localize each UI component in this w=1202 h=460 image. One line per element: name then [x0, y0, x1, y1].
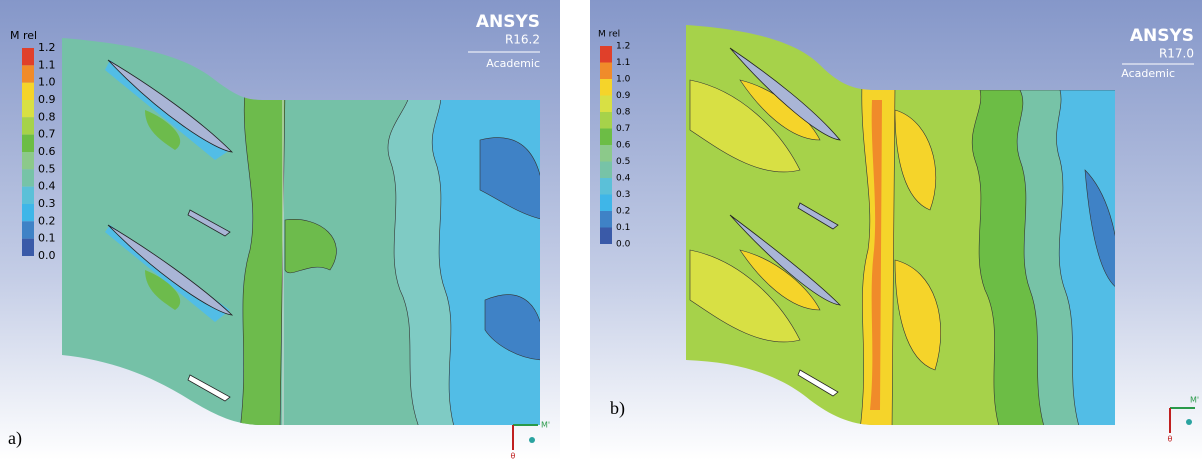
- legend-swatch: [600, 178, 612, 195]
- panel-label: b): [610, 398, 625, 419]
- legend-swatch: [600, 228, 612, 245]
- legend-swatch: [22, 187, 34, 204]
- legend-swatch: [600, 129, 612, 146]
- legend-tick-label: 0.4: [38, 180, 56, 193]
- legend-tick-label: 1.0: [38, 76, 56, 89]
- legend-tick-label: 0.9: [616, 91, 631, 101]
- legend-tick-label: 0.9: [38, 93, 56, 106]
- legend-tick-label: 1.2: [38, 41, 56, 54]
- legend-swatch: [22, 117, 34, 134]
- legend-swatch: [600, 96, 612, 113]
- legend-swatch: [600, 162, 612, 179]
- legend-tick-label: 0.0: [38, 249, 56, 262]
- legend-swatch: [600, 211, 612, 228]
- legend-swatch: [600, 79, 612, 96]
- legend-tick-label: 0.1: [38, 232, 56, 245]
- edition: Academic: [486, 57, 540, 70]
- legend-title: M rel: [598, 30, 620, 40]
- version: R16.2: [505, 33, 540, 47]
- panel-label: a): [8, 428, 22, 449]
- legend-tick-label: 1.0: [616, 75, 631, 85]
- axis-label: M': [541, 421, 550, 430]
- legend-tick-label: 0.3: [616, 190, 630, 200]
- legend-tick-label: 0.6: [38, 145, 56, 158]
- figure: M rel1.21.11.00.90.80.70.60.50.40.30.20.…: [0, 0, 1202, 460]
- legend-tick-label: 0.6: [616, 141, 631, 151]
- legend-tick-label: 0.5: [616, 157, 630, 167]
- logo: ANSYS: [1130, 26, 1194, 46]
- axis-label: M': [1190, 396, 1199, 405]
- legend-swatch: [600, 145, 612, 162]
- legend-swatch: [22, 100, 34, 117]
- legend-swatch: [22, 65, 34, 82]
- legend-swatch: [22, 169, 34, 186]
- legend-swatch: [22, 48, 34, 65]
- legend-tick-label: 0.8: [38, 110, 56, 123]
- legend-tick-label: 0.7: [38, 128, 56, 141]
- legend-swatch: [22, 239, 34, 256]
- legend-tick-label: 0.0: [616, 240, 631, 250]
- legend-tick-label: 1.2: [616, 42, 630, 52]
- legend-tick-label: 0.1: [616, 223, 630, 233]
- legend-title: M rel: [10, 29, 37, 42]
- legend-swatch: [600, 112, 612, 129]
- legend-tick-label: 0.5: [38, 162, 56, 175]
- legend-swatch: [22, 83, 34, 100]
- legend-swatch: [22, 221, 34, 238]
- legend-tick-label: 0.2: [616, 207, 630, 217]
- legend-tick-label: 0.4: [616, 174, 631, 184]
- legend-swatch: [600, 195, 612, 212]
- legend-tick-label: 0.3: [38, 197, 56, 210]
- legend-tick-label: 0.2: [38, 214, 56, 227]
- legend-swatch: [22, 204, 34, 221]
- legend-swatch: [600, 63, 612, 80]
- legend-swatch: [600, 46, 612, 63]
- version: R17.0: [1159, 47, 1194, 61]
- axis-origin: [1186, 419, 1192, 425]
- legend-tick-label: 0.7: [616, 124, 630, 134]
- axis-label: θ: [1168, 435, 1173, 444]
- legend-swatch: [22, 135, 34, 152]
- axis-label: θ: [511, 452, 516, 460]
- axis-origin: [529, 437, 535, 443]
- legend-swatch: [22, 152, 34, 169]
- edition: Academic: [1121, 67, 1175, 80]
- legend-tick-label: 1.1: [616, 58, 630, 68]
- legend-tick-label: 0.8: [616, 108, 631, 118]
- logo: ANSYS: [476, 12, 540, 32]
- legend-tick-label: 1.1: [38, 58, 56, 71]
